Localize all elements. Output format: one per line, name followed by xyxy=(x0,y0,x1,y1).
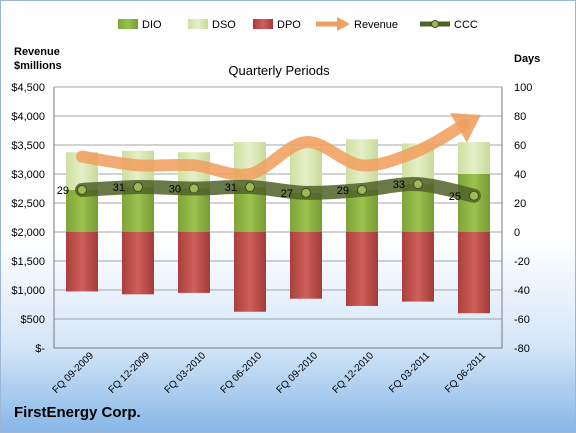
bar-dio xyxy=(66,189,98,232)
ccc-point xyxy=(77,184,87,195)
legend-label-dpo: DPO xyxy=(277,19,301,31)
legend-label-revenue: Revenue xyxy=(354,19,398,31)
right-tick-label: -40 xyxy=(514,285,530,297)
ccc-data-label: 30 xyxy=(169,184,181,196)
left-tick-label: $2,500 xyxy=(11,198,45,210)
legend: DIO DSO DPO Revenue CCC xyxy=(118,17,478,31)
bar-dpo xyxy=(178,232,210,293)
left-tick-label: $3,000 xyxy=(11,169,45,181)
right-axis-label: Days xyxy=(514,53,540,65)
right-tick-label: 100 xyxy=(514,82,532,94)
company-name: FirstEnergy Corp. xyxy=(14,404,141,421)
right-tick-label: 0 xyxy=(514,227,520,239)
legend-swatch-ccc-marker xyxy=(431,20,439,28)
bar-dso xyxy=(458,142,490,174)
ccc-data-label: 25 xyxy=(449,191,461,203)
ccc-point xyxy=(357,184,367,195)
chart-title: Quarterly Periods xyxy=(228,63,330,78)
bar-dio xyxy=(178,188,210,232)
left-tick-label: $4,000 xyxy=(11,111,45,123)
left-tick-label: $2,000 xyxy=(11,227,45,239)
left-tick-label: $4,500 xyxy=(11,82,45,94)
bar-dpo xyxy=(122,232,154,295)
bar-dio xyxy=(458,174,490,232)
right-tick-label: 60 xyxy=(514,140,526,152)
right-tick-label: 20 xyxy=(514,198,526,210)
ccc-point xyxy=(133,182,143,193)
legend-label-dio: DIO xyxy=(142,19,162,31)
revenue-arrowhead xyxy=(449,113,481,143)
bar-dpo xyxy=(234,232,266,312)
ccc-point xyxy=(189,183,199,194)
right-tick-label: -60 xyxy=(514,314,530,326)
ccc-point xyxy=(245,182,255,193)
ccc-data-label: 33 xyxy=(393,179,405,191)
bar-dio xyxy=(122,187,154,232)
right-tick-label: 40 xyxy=(514,169,526,181)
ccc-data-label: 31 xyxy=(113,182,125,194)
bar-dpo xyxy=(458,232,490,314)
legend-label-ccc: CCC xyxy=(454,19,478,31)
legend-label-dso: DSO xyxy=(212,19,236,31)
legend-swatch-dio xyxy=(118,19,138,29)
legend-swatch-revenue-arrow xyxy=(337,17,350,31)
ccc-data-label: 31 xyxy=(225,182,237,194)
right-tick-label: -80 xyxy=(514,343,530,355)
legend-swatch-dso xyxy=(188,19,208,29)
line-layer: 29 31 30 31 27 29 33 25 xyxy=(57,113,481,203)
left-tick-label: $1,000 xyxy=(11,285,45,297)
ccc-point xyxy=(413,179,423,190)
left-tick-label: $500 xyxy=(21,314,45,326)
bar-dpo xyxy=(66,232,98,292)
revenue-line xyxy=(76,118,470,181)
ccc-point xyxy=(301,187,311,198)
left-axis-label-line1: Revenue xyxy=(14,46,60,58)
left-axis-label-line2: $millions xyxy=(14,60,62,72)
left-tick-label: $- xyxy=(35,343,45,355)
bar-dpo xyxy=(290,232,322,299)
ccc-data-label: 29 xyxy=(337,185,349,197)
left-tick-label: $3,500 xyxy=(11,140,45,152)
right-tick-label: 80 xyxy=(514,111,526,123)
left-tick-label: $1,500 xyxy=(11,256,45,268)
bar-dpo xyxy=(402,232,434,302)
ccc-data-label: 29 xyxy=(57,185,69,197)
ccc-point xyxy=(469,190,479,201)
legend-swatch-dpo xyxy=(253,19,273,29)
ccc-data-label: 27 xyxy=(281,188,293,200)
right-tick-label: -20 xyxy=(514,256,530,268)
bar-dpo xyxy=(346,232,378,306)
